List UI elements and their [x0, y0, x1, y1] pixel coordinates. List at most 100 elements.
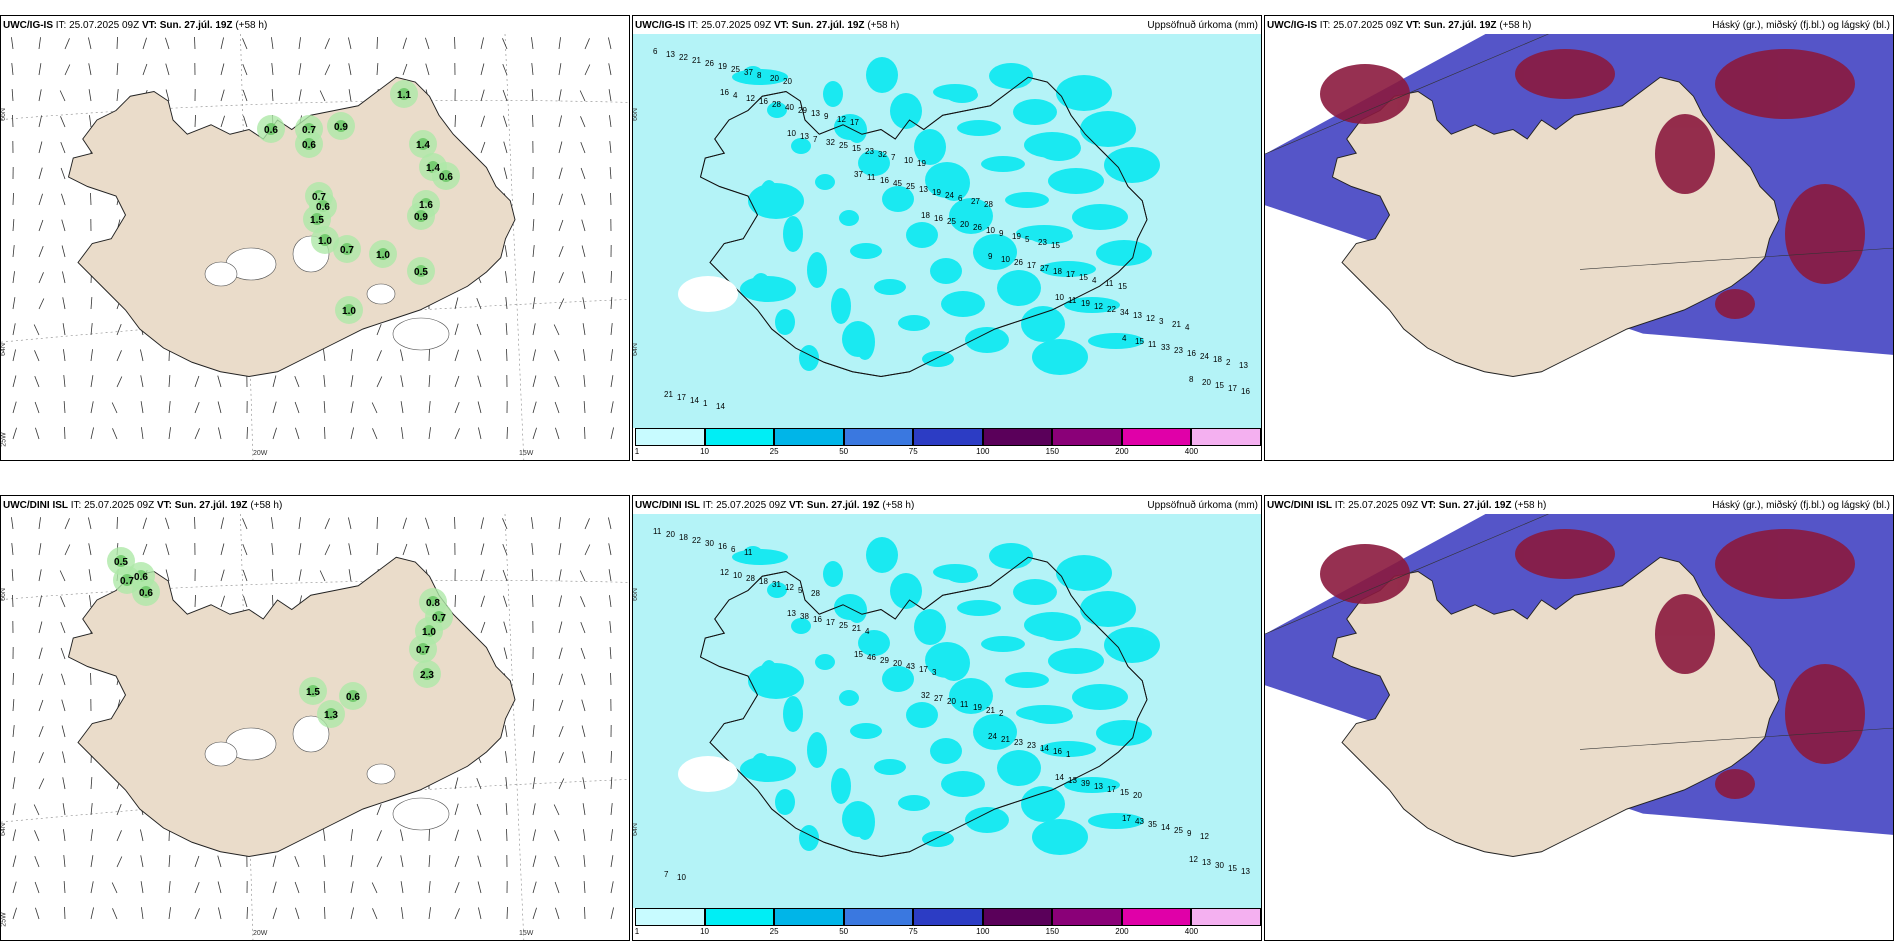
precip-amount: 6: [958, 194, 963, 203]
lead-time: (+58 h): [1514, 500, 1547, 511]
colorbar-label: 50: [839, 447, 849, 456]
valid-time: VT: Sun. 27.júl. 19Z: [1420, 500, 1512, 511]
field-title: Háský (gr.), miðský (fj.bl.) og lágský (…: [1712, 20, 1890, 31]
precip-amount: 14: [1161, 823, 1170, 832]
precip-amount: 14: [690, 396, 699, 405]
panel-wind-1: UWC/DINI ISL IT: 25.07.2025 09Z VT: Sun.…: [0, 495, 630, 941]
precip-amount: 43: [906, 662, 915, 671]
precip-amount: 14: [716, 402, 725, 411]
colorbar-label: 1: [634, 447, 640, 456]
precip-amount: 12: [1200, 832, 1209, 841]
precip-amount: 8: [757, 71, 762, 80]
precip-amount: 12: [785, 583, 794, 592]
precip-amount: 6: [653, 47, 658, 56]
init-time: IT: 25.07.2025 09Z: [55, 20, 140, 31]
precip-amount: 37: [854, 170, 863, 179]
iceland-outline: [67, 556, 516, 857]
precip-amount: 4: [865, 627, 870, 636]
precip-amount: 18: [759, 577, 768, 586]
panel-header: UWC/DINI ISL IT: 25.07.2025 09Z VT: Sun.…: [635, 500, 914, 511]
precip-amount: 30: [1215, 861, 1224, 870]
precip-amount: 12: [746, 94, 755, 103]
axis-label-lat2: 64N: [632, 823, 639, 836]
precip-amount: 14: [1055, 773, 1064, 782]
panel-cloud-1: UWC/DINI ISL IT: 25.07.2025 09Z VT: Sun.…: [1264, 495, 1894, 941]
precip-amount: 28: [984, 200, 993, 209]
precip-amount: 13: [1094, 782, 1103, 791]
colorbar-label: 100: [976, 927, 990, 936]
colorbar-swatch: [1121, 428, 1192, 446]
precip-amount: 12: [720, 568, 729, 577]
valid-time: VT: Sun. 27.júl. 19Z: [773, 20, 865, 31]
precip-value-label: 0.9: [334, 122, 348, 133]
iceland-outline: [67, 76, 516, 377]
precip-field: [732, 57, 1160, 375]
precip-amount: 20: [1202, 378, 1211, 387]
axis-label-lon2: 15W: [519, 450, 534, 457]
colorbar: 1 10 25 50 75 100 150 200 400: [633, 428, 1261, 460]
precip-amount: 12: [837, 115, 846, 124]
precip-amount: 31: [772, 580, 781, 589]
model-name: UWC/IG-IS: [3, 20, 53, 31]
precip-amount: 27: [934, 694, 943, 703]
high-cloud-layer: [1320, 529, 1865, 799]
precip-amount: 11: [867, 173, 876, 182]
precip-amount: 19: [973, 703, 982, 712]
precip-amount: 16: [934, 214, 943, 223]
lead-time: (+58 h): [882, 500, 915, 511]
precip-amount: 15: [1215, 381, 1224, 390]
precip-amount: 17: [1027, 261, 1036, 270]
precip-amount: 28: [772, 100, 781, 109]
precip-value-label: 0.6: [139, 588, 153, 599]
colorbar-swatch: [704, 428, 775, 446]
precip-amount: 25: [906, 182, 915, 191]
precip-amount: 17: [1066, 270, 1075, 279]
precip-value-label: 0.5: [414, 267, 428, 278]
precip-amount: 15: [854, 650, 863, 659]
precip-amount: 26: [973, 223, 982, 232]
axis-label-lat2: 64N: [632, 343, 639, 356]
precip-amount: 5: [798, 586, 803, 595]
precip-amount: 13: [787, 609, 796, 618]
precip-amount: 9: [1187, 829, 1192, 838]
precip-amount: 33: [1161, 343, 1170, 352]
precip-amount: 34: [1120, 308, 1129, 317]
precip-amount: 24: [1200, 352, 1209, 361]
precip-amount: 21: [852, 624, 861, 633]
precip-amount: 10: [677, 873, 686, 882]
map-canvas: 1112131532241417122010384627211343131828…: [633, 514, 1261, 910]
axis-label-lat2: 64N: [0, 823, 7, 836]
init-time: IT: 25.07.2025 09Z: [687, 20, 772, 31]
precip-amount: 17: [826, 618, 835, 627]
precip-amount: 11: [1148, 340, 1157, 349]
axis-label-lat1: 66N: [632, 108, 639, 121]
precip-value-label: 0.7: [120, 576, 134, 587]
precip-amount: 13: [1239, 361, 1248, 370]
precip-amount: 32: [826, 138, 835, 147]
precip-value-label: 0.6: [316, 202, 330, 213]
model-name: UWC/DINI ISL: [1267, 500, 1332, 511]
precip-amount: 24: [945, 191, 954, 200]
glaciers: [204, 235, 450, 351]
precip-amount: 9: [988, 252, 993, 261]
precip-amount: 20: [666, 530, 675, 539]
precip-value-label: 0.7: [302, 125, 316, 136]
colorbar-swatch: [774, 908, 844, 926]
precip-value-label: 1.4: [426, 163, 440, 174]
precip-value-label: 1.3: [324, 710, 338, 721]
precip-amount: 25: [731, 65, 740, 74]
colorbar-swatch: [982, 908, 1053, 926]
precip-amount: 11: [1068, 296, 1077, 305]
precip-amount: 18: [921, 211, 930, 220]
precip-amount: 16: [1241, 387, 1250, 396]
precip-value-label: 1.6: [419, 200, 433, 211]
precip-amount: 23: [1027, 741, 1036, 750]
precip-amount: 12: [1146, 314, 1155, 323]
precip-amount: 9: [999, 229, 1004, 238]
panel-header: UWC/DINI ISL IT: 25.07.2025 09Z VT: Sun.…: [1267, 500, 1546, 511]
init-time: IT: 25.07.2025 09Z: [70, 500, 155, 511]
colorbar-swatch: [843, 428, 914, 446]
panel-header: UWC/DINI ISL IT: 25.07.2025 09Z VT: Sun.…: [3, 500, 282, 511]
precip-amount: 13: [666, 50, 675, 59]
precip-amount: 20: [1133, 791, 1142, 800]
